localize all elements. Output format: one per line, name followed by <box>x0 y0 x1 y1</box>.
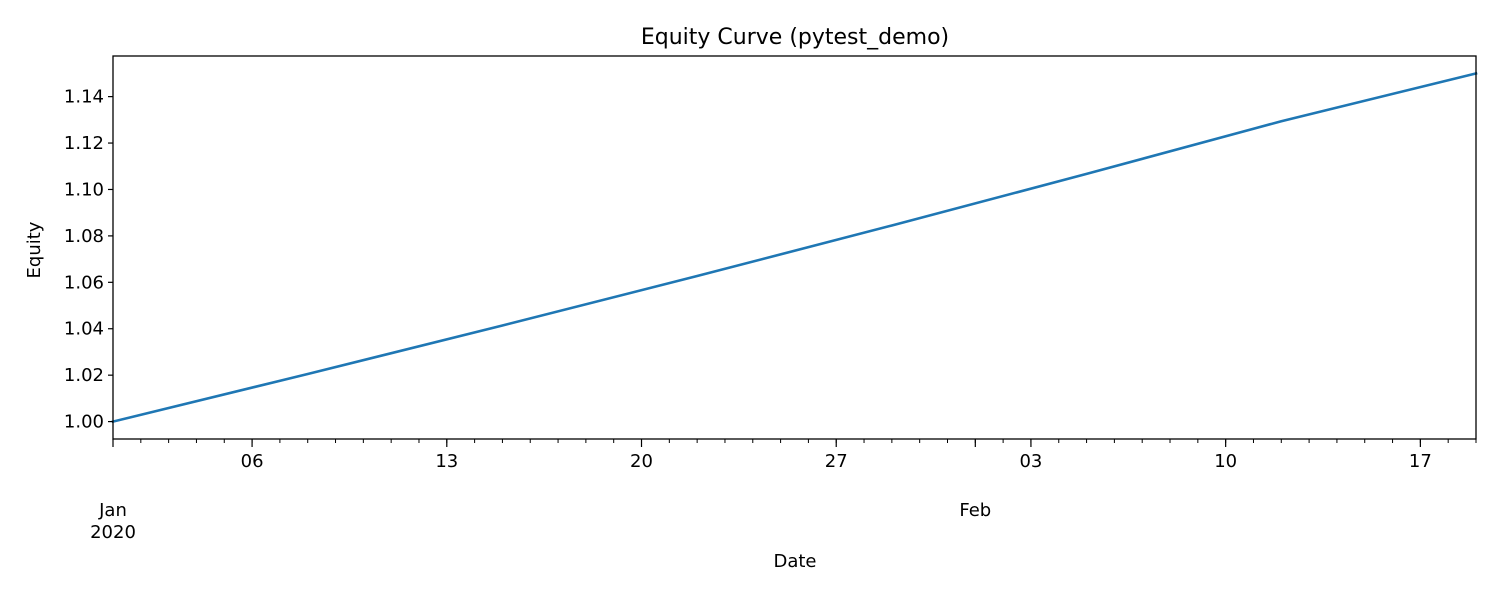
x-tick-label: 20 <box>630 451 653 472</box>
series-line <box>111 71 1478 424</box>
plot-frame <box>112 55 1477 440</box>
x-tick-label: 03 <box>1019 451 1042 472</box>
x-tick-label: 27 <box>825 451 848 472</box>
plot-area: 1.00 1.02 1.04 1.06 1.08 1.10 1.12 1.14 06 13 20 27… <box>64 55 1478 543</box>
x-tick-label: 10 <box>1214 451 1237 472</box>
y-tick-label: 1.10 <box>64 179 104 200</box>
y-axis-label: Equity <box>24 221 45 278</box>
y-tick-label: 1.08 <box>64 226 104 247</box>
x-tick-label: 17 <box>1409 451 1432 472</box>
x-period-label: Feb <box>959 500 991 521</box>
x-period-label: Jan <box>98 500 127 521</box>
y-tick-label: 1.06 <box>64 272 104 293</box>
chart-title: Equity Curve (pytest_demo) <box>641 25 949 50</box>
y-tick-label: 1.04 <box>64 319 104 340</box>
x-tick-label: 06 <box>241 451 264 472</box>
y-tick-label: 1.12 <box>64 133 104 154</box>
x-period-label: 2020 <box>90 522 136 543</box>
y-tick-label: 1.14 <box>64 87 104 108</box>
x-tick-label: 13 <box>435 451 458 472</box>
x-axis-label: Date <box>773 551 816 572</box>
y-tick-label: 1.02 <box>64 365 104 386</box>
y-tick-label: 1.00 <box>64 412 104 433</box>
